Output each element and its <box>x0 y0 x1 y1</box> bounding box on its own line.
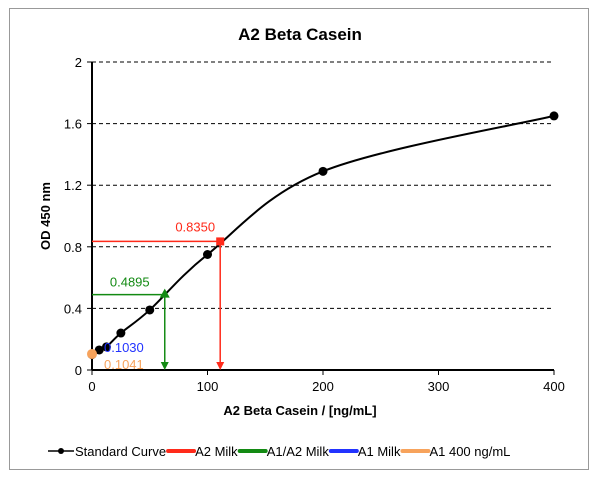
y-tick-label: 1.6 <box>64 117 82 132</box>
x-axis-label: A2 Beta Casein / [ng/mL] <box>223 403 376 418</box>
standard-curve-point <box>318 166 328 176</box>
x-tick-label: 300 <box>428 379 450 394</box>
a2-milk-arrow <box>216 362 225 370</box>
a1-milk-data-label: 0.1030 <box>104 340 144 355</box>
legend-a1-milk-label: A1 Milk <box>358 444 401 459</box>
chart-frame <box>9 8 589 470</box>
y-tick-label: 1.2 <box>64 178 82 193</box>
legend-standard-curve-marker <box>58 448 64 454</box>
standard-curve-point <box>116 328 126 338</box>
a1-a2-milk-data-label: 0.4895 <box>110 275 150 290</box>
x-tick-label: 200 <box>312 379 334 394</box>
standard-curve-point <box>101 342 111 352</box>
legend-standard-curve-label: Standard Curve <box>75 444 166 459</box>
chart-title: A2 Beta Casein <box>238 25 362 44</box>
a1-a2-milk-arrow <box>160 362 169 370</box>
legend-a1-400-ng-ml-label: A1 400 ng/mL <box>429 444 510 459</box>
legend-a2-milk-label: A2 Milk <box>195 444 238 459</box>
a1-a2-milk-marker <box>159 288 170 298</box>
y-tick-label: 0.8 <box>64 240 82 255</box>
y-axis-label: OD 450 nm <box>38 182 53 250</box>
standard-curve-point <box>549 111 559 121</box>
standard-curve-point <box>94 345 104 355</box>
y-tick-label: 0 <box>75 363 82 378</box>
x-tick-label: 400 <box>543 379 565 394</box>
a2-milk-data-label: 0.8350 <box>175 219 215 234</box>
standard-curve-line <box>91 114 555 356</box>
a1-400-ng-ml-data-label: 0.1041 <box>104 357 144 372</box>
x-tick-label: 100 <box>197 379 219 394</box>
legend-a1-a2-milk-label: A1/A2 Milk <box>267 444 330 459</box>
x-tick-label: 0 <box>88 379 95 394</box>
a2-milk-marker <box>216 237 225 246</box>
standard-curve-point <box>203 250 212 259</box>
a1-400-ng-ml-marker <box>87 348 97 359</box>
y-tick-label: 0.4 <box>64 301 82 316</box>
standard-curve-point <box>145 305 155 315</box>
y-tick-label: 2 <box>75 55 82 70</box>
